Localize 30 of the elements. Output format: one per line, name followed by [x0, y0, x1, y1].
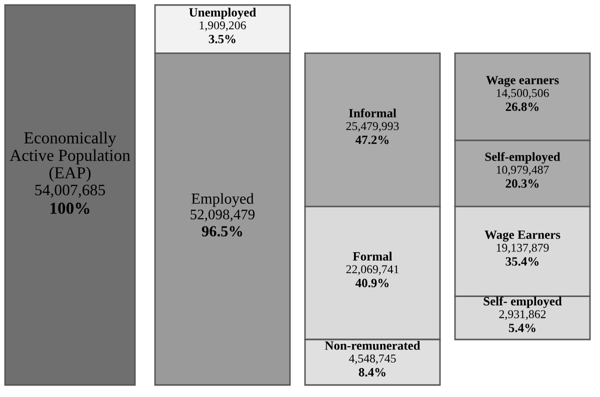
data-label: 35.4%: [506, 257, 539, 266]
data-label: 52,098,479: [190, 210, 255, 222]
data-label: 20.3%: [506, 179, 539, 188]
data-label: 47.2%: [355, 136, 389, 144]
data-label: 1,909,206: [200, 21, 246, 32]
data-label: 40.9%: [355, 278, 389, 288]
data-label: 54,007,685: [35, 184, 106, 198]
data-label: 8.4%: [358, 368, 386, 376]
data-label: 14,500,506: [496, 89, 549, 99]
category-label: Wage earners: [486, 76, 559, 87]
data-label: 22,069,741: [346, 265, 399, 275]
data-label: 4,548,745: [348, 354, 396, 364]
data-label: 26.8%: [506, 102, 539, 112]
category-label: Formal: [352, 252, 392, 261]
data-label: 10,979,487: [496, 166, 549, 176]
category-label: Unemployed: [189, 8, 256, 20]
data-label: 25,479,993: [346, 122, 399, 132]
data-label: 19,137,879: [496, 244, 549, 254]
category-label: Economically Active Population (EAP): [10, 132, 130, 182]
category-label: Informal: [348, 108, 396, 118]
category-label: Wage Earners: [484, 230, 560, 242]
category-label: Employed: [192, 193, 254, 207]
data-label: 3.5%: [208, 34, 236, 44]
category-label: Non-remunerated: [324, 341, 420, 350]
data-label: 100%: [50, 202, 90, 214]
data-label: 96.5%: [202, 226, 242, 236]
category-label: Self- employed: [484, 296, 562, 308]
data-label: 2,931,862: [499, 310, 546, 320]
data-label: 5.4%: [508, 324, 536, 332]
category-label: Self-employed: [485, 152, 560, 164]
